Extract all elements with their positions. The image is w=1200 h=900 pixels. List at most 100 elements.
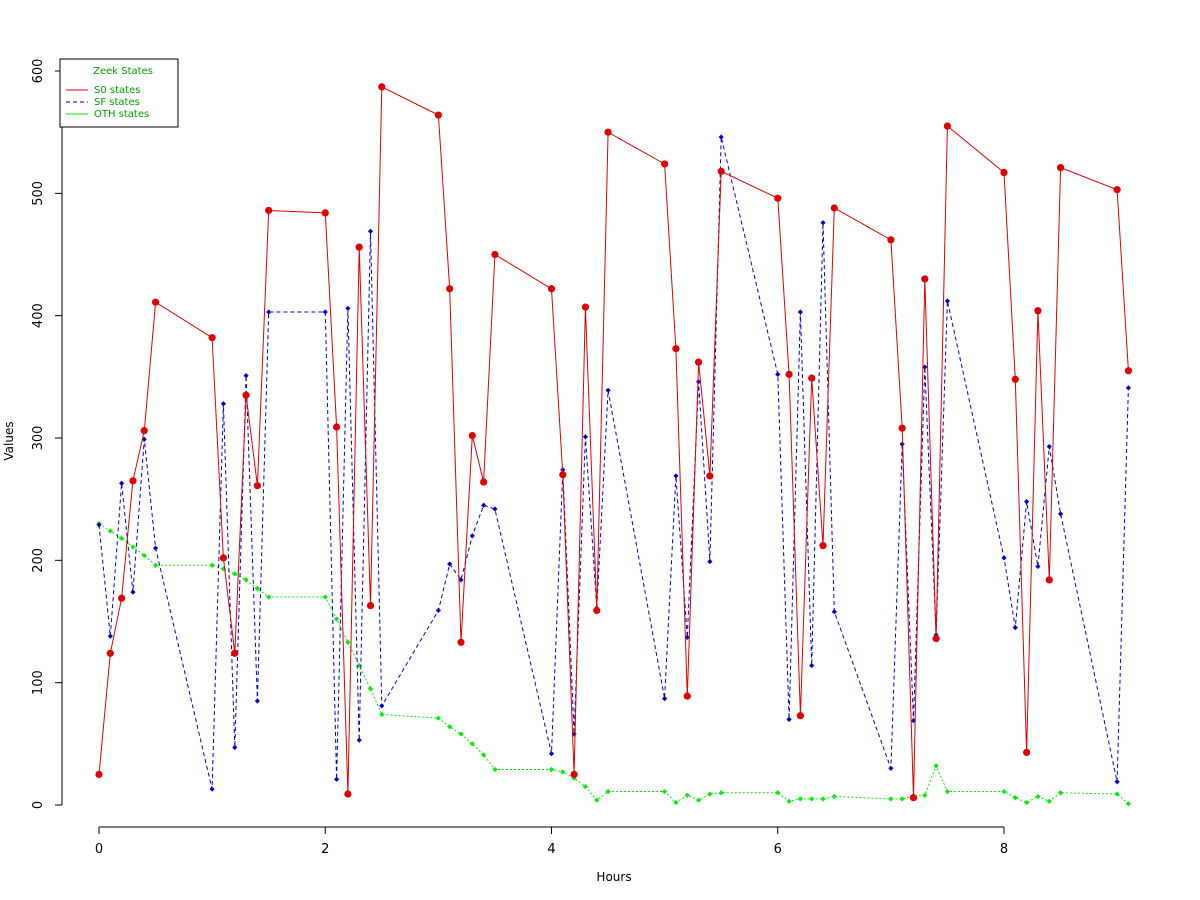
data-point xyxy=(141,552,147,559)
data-point xyxy=(333,776,340,782)
data-point xyxy=(367,686,374,692)
data-point xyxy=(1125,801,1132,807)
data-point xyxy=(673,799,679,806)
data-point xyxy=(831,609,837,615)
data-point xyxy=(367,228,374,234)
x-tick-label: 4 xyxy=(547,842,555,857)
data-point xyxy=(151,298,160,306)
data-point xyxy=(548,751,555,757)
data-point xyxy=(582,434,589,440)
data-point xyxy=(830,204,838,212)
data-point xyxy=(922,364,928,370)
x-tick-label: 2 xyxy=(321,842,329,857)
data-point xyxy=(333,616,340,622)
data-point xyxy=(140,427,148,435)
series-sf-states xyxy=(96,134,1132,792)
data-point xyxy=(1035,563,1041,570)
legend-label: SF states xyxy=(94,97,140,108)
data-point xyxy=(208,334,216,342)
data-point xyxy=(559,471,567,479)
data-point xyxy=(775,371,781,377)
legend-box xyxy=(59,58,179,128)
data-point xyxy=(253,482,261,490)
data-point xyxy=(605,387,611,393)
x-tick-label: 8 xyxy=(1000,842,1008,857)
data-point xyxy=(1114,791,1120,797)
data-point xyxy=(344,790,352,798)
data-point xyxy=(355,243,363,251)
data-point xyxy=(1001,555,1007,561)
data-point xyxy=(481,502,487,508)
data-point xyxy=(888,765,894,771)
data-point xyxy=(232,744,238,751)
y-axis: 0 100 200 300 400 500 600 xyxy=(31,59,63,809)
data-point xyxy=(378,83,386,91)
y-tick-label: 300 xyxy=(31,426,46,451)
data-point xyxy=(152,562,159,568)
data-point xyxy=(356,737,362,743)
data-point xyxy=(809,662,815,669)
data-point xyxy=(1125,385,1132,391)
data-point xyxy=(366,601,375,610)
data-point xyxy=(707,558,713,565)
data-point xyxy=(457,638,465,646)
data-point xyxy=(1045,576,1053,584)
data-point xyxy=(808,374,816,382)
data-point xyxy=(684,792,690,798)
data-point xyxy=(322,309,328,315)
data-point xyxy=(673,473,679,479)
data-point xyxy=(379,703,385,709)
data-point xyxy=(220,401,227,407)
data-point xyxy=(707,791,713,797)
data-point xyxy=(888,796,894,802)
data-point xyxy=(345,639,351,645)
series-line xyxy=(98,523,1129,805)
legend-label: OTH states xyxy=(94,109,149,120)
data-point xyxy=(209,786,215,792)
data-point xyxy=(356,662,362,669)
data-point xyxy=(786,798,792,804)
data-point xyxy=(1035,793,1041,800)
data-point xyxy=(95,770,103,779)
data-point xyxy=(243,577,249,583)
data-point xyxy=(582,784,589,790)
data-point xyxy=(1056,164,1065,172)
data-point xyxy=(242,391,250,399)
data-point xyxy=(1057,511,1064,517)
y-axis-title: Values xyxy=(2,421,16,460)
data-point xyxy=(434,111,442,119)
data-point xyxy=(1012,795,1018,801)
data-point xyxy=(266,309,272,315)
data-point xyxy=(547,285,556,293)
data-point xyxy=(943,122,952,130)
data-point xyxy=(107,528,113,534)
data-point xyxy=(492,766,498,773)
data-point xyxy=(1057,790,1064,796)
data-point xyxy=(468,431,476,440)
data-point xyxy=(96,522,102,528)
y-tick-label: 400 xyxy=(31,303,46,328)
data-point xyxy=(694,358,703,366)
data-point xyxy=(480,478,488,486)
series-line xyxy=(98,86,1129,798)
data-point xyxy=(909,794,918,802)
data-point xyxy=(899,796,905,802)
data-point xyxy=(661,160,669,168)
x-axis-title: Hours xyxy=(596,870,631,884)
data-point xyxy=(481,752,487,758)
series-line xyxy=(98,136,1129,790)
data-point xyxy=(119,535,125,541)
data-point xyxy=(718,134,724,140)
data-point xyxy=(1023,748,1031,756)
data-point xyxy=(1012,625,1018,631)
data-point xyxy=(447,561,453,567)
data-point xyxy=(469,533,475,539)
data-point xyxy=(231,649,239,657)
data-point xyxy=(1046,443,1052,450)
data-point xyxy=(594,797,600,803)
data-point xyxy=(118,594,126,602)
data-point xyxy=(106,649,114,657)
data-point xyxy=(786,716,792,722)
